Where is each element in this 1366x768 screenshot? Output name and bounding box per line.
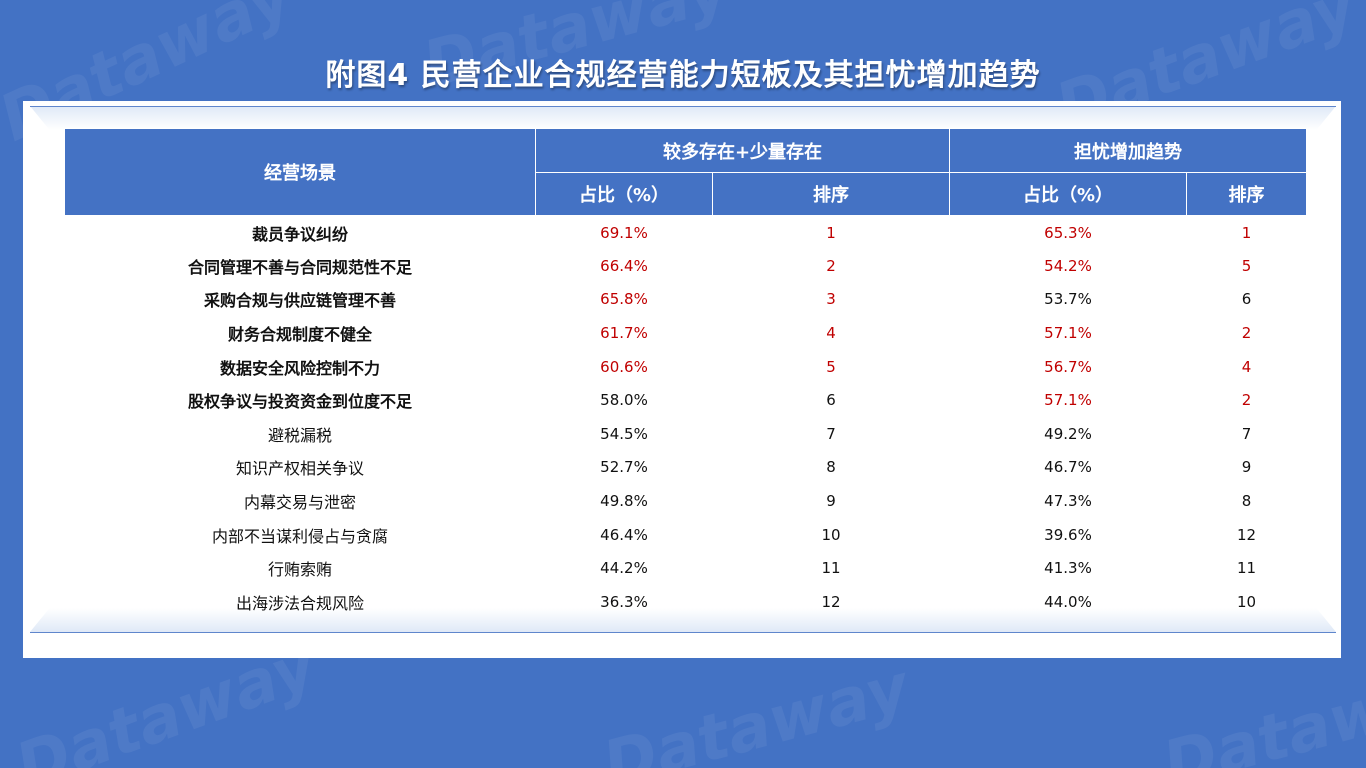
table-row: 财务合规制度不健全 61.7% 4 57.1% 2 xyxy=(65,316,1307,350)
worry-group-header: 担忧增加趋势 xyxy=(949,128,1307,173)
decorative-bar-top xyxy=(30,106,1336,130)
exist-rank-cell: 2 xyxy=(826,256,836,275)
exist-share-cell: 44.2% xyxy=(600,559,648,578)
exist-share-cell: 49.8% xyxy=(600,492,648,511)
exist-share-cell: 54.5% xyxy=(600,424,648,443)
exist-share-cell: 66.4% xyxy=(600,256,648,275)
watermark-logo: Dataway xyxy=(595,650,917,768)
scene-cell: 内部不当谋利侵占与贪腐 xyxy=(211,526,388,546)
exist-rank-header: 排序 xyxy=(712,172,950,216)
worry-rank-cell: 11 xyxy=(1236,559,1257,578)
table-row: 合同管理不善与合同规范性不足 66.4% 2 54.2% 5 xyxy=(65,249,1307,283)
exist-share-cell: 69.1% xyxy=(600,223,648,242)
scene-cell: 股权争议与投资资金到位度不足 xyxy=(187,392,412,412)
worry-rank-cell: 8 xyxy=(1241,492,1252,511)
worry-rank-cell: 9 xyxy=(1241,458,1252,477)
exist-share-cell: 58.0% xyxy=(600,391,648,410)
table-row: 数据安全风险控制不力 60.6% 5 56.7% 4 xyxy=(65,350,1307,384)
worry-share-cell: 57.1% xyxy=(1044,391,1092,410)
exist-rank-cell: 8 xyxy=(826,458,836,477)
worry-rank-cell: 4 xyxy=(1241,357,1252,376)
table-row: 股权争议与投资资金到位度不足 58.0% 6 57.1% 2 xyxy=(65,383,1307,417)
worry-rank-cell: 1 xyxy=(1241,223,1252,242)
scene-cell: 数据安全风险控制不力 xyxy=(219,358,380,378)
table-row: 知识产权相关争议 52.7% 8 46.7% 9 xyxy=(65,451,1307,485)
scene-cell: 行贿索贿 xyxy=(267,560,332,580)
page-title: 附图4 民营企业合规经营能力短板及其担忧增加趋势 xyxy=(325,58,1041,93)
exist-rank-cell: 7 xyxy=(826,424,836,443)
worry-share-cell: 56.7% xyxy=(1044,357,1092,376)
divider-bottom xyxy=(30,632,1336,633)
worry-rank-cell: 5 xyxy=(1241,256,1252,275)
exist-rank-cell: 4 xyxy=(826,324,836,343)
worry-share-cell: 41.3% xyxy=(1044,559,1092,578)
scene-header: 经营场景 xyxy=(64,128,536,216)
table-row: 内部不当谋利侵占与贪腐 46.4% 10 39.6% 12 xyxy=(65,518,1307,552)
worry-share-header: 占比（%） xyxy=(949,172,1187,216)
exist-rank-cell: 11 xyxy=(821,559,841,578)
table-row: 内幕交易与泄密 49.8% 9 47.3% 8 xyxy=(65,484,1307,518)
exist-share-cell: 52.7% xyxy=(600,458,648,477)
worry-share-cell: 49.2% xyxy=(1044,424,1092,443)
worry-share-cell: 47.3% xyxy=(1044,492,1092,511)
table-row: 裁员争议纠纷 69.1% 1 65.3% 1 xyxy=(65,216,1307,250)
exist-rank-cell: 9 xyxy=(826,492,836,511)
worry-rank-cell: 10 xyxy=(1236,592,1257,611)
scene-cell: 合同管理不善与合同规范性不足 xyxy=(187,257,412,277)
worry-rank-cell: 2 xyxy=(1241,391,1252,410)
table-row: 避税漏税 54.5% 7 49.2% 7 xyxy=(65,417,1307,451)
worry-share-cell: 44.0% xyxy=(1044,592,1092,611)
worry-rank-cell: 7 xyxy=(1241,424,1252,443)
exist-rank-cell: 10 xyxy=(821,525,841,544)
worry-share-cell: 46.7% xyxy=(1044,458,1092,477)
scene-cell: 避税漏税 xyxy=(267,425,332,445)
worry-share-cell: 57.1% xyxy=(1044,324,1092,343)
exist-group-header: 较多存在+少量存在 xyxy=(535,128,950,173)
exist-rank-cell: 5 xyxy=(826,357,836,376)
exist-share-cell: 46.4% xyxy=(600,525,648,544)
worry-rank-header: 排序 xyxy=(1186,172,1307,216)
exist-share-header: 占比（%） xyxy=(535,172,713,216)
exist-rank-cell: 3 xyxy=(826,290,836,309)
exist-rank-cell: 1 xyxy=(826,223,836,242)
exist-rank-cell: 6 xyxy=(826,391,836,410)
scene-cell: 采购合规与供应链管理不善 xyxy=(203,291,396,311)
worry-rank-cell: 2 xyxy=(1241,324,1252,343)
worry-share-cell: 39.6% xyxy=(1044,525,1092,544)
decorative-bar-bottom xyxy=(30,608,1336,632)
scene-cell: 知识产权相关争议 xyxy=(235,459,364,479)
table-row: 采购合规与供应链管理不善 65.8% 3 53.7% 6 xyxy=(65,283,1307,317)
table-row: 出海涉法合规风险 36.3% 12 44.0% 10 xyxy=(65,585,1307,619)
data-table: 经营场景 较多存在+少量存在 担忧增加趋势 占比（%） 排序 占比（%） 排序 … xyxy=(64,128,1307,619)
scene-cell: 财务合规制度不健全 xyxy=(227,325,372,345)
scene-cell: 出海涉法合规风险 xyxy=(235,593,364,613)
divider-top xyxy=(30,106,1336,107)
exist-share-cell: 60.6% xyxy=(600,357,648,376)
worry-rank-cell: 6 xyxy=(1241,290,1252,309)
exist-rank-cell: 12 xyxy=(821,592,841,611)
table-row: 行贿索贿 44.2% 11 41.3% 11 xyxy=(65,551,1307,585)
exist-share-cell: 61.7% xyxy=(600,324,648,343)
worry-share-cell: 54.2% xyxy=(1044,256,1092,275)
watermark-logo: Dataway xyxy=(1155,650,1366,768)
scene-cell: 裁员争议纠纷 xyxy=(251,224,348,244)
worry-rank-cell: 12 xyxy=(1236,525,1257,544)
worry-share-cell: 53.7% xyxy=(1044,290,1092,309)
scene-cell: 内幕交易与泄密 xyxy=(243,493,356,513)
exist-share-cell: 36.3% xyxy=(600,592,648,611)
worry-share-cell: 65.3% xyxy=(1044,223,1092,242)
exist-share-cell: 65.8% xyxy=(600,290,648,309)
